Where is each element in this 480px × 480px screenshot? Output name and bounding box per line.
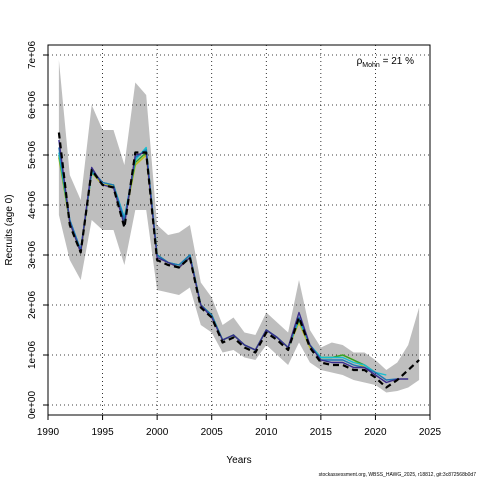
rho-value: = 21 %: [380, 56, 414, 67]
y-axis-title: Recruits (age 0): [4, 194, 15, 265]
y-tick-label: 2e+06: [27, 291, 38, 320]
x-tick-label: 2010: [255, 427, 278, 438]
x-tick-label: 2020: [364, 427, 387, 438]
series-layer: [57, 132, 420, 389]
confidence-band: [58, 60, 420, 393]
y-tick-label: 0e+00: [27, 391, 38, 420]
x-axis-title: Years: [226, 455, 251, 466]
series-line-2: [58, 139, 409, 384]
y-tick-label: 1e+06: [27, 341, 38, 370]
confidence-band-layer: [58, 60, 420, 393]
x-tick-label: 2000: [146, 427, 169, 438]
rho-symbol: ρ: [357, 56, 363, 67]
y-tick-label: 7e+06: [27, 41, 38, 70]
series-line-1: [57, 132, 420, 389]
y-tick-label: 6e+06: [27, 91, 38, 120]
x-tick-label: 1995: [91, 427, 114, 438]
x-tick-label: 2025: [419, 427, 442, 438]
mohn-rho-annotation: ρMohn = 21 %: [357, 56, 415, 69]
source-footer: stockassessment.org, WBSS_HAWG_2025, r18…: [318, 472, 476, 478]
x-axis-ticks: 1990 1995 2000 2005 2010 2015 2020 2025: [37, 415, 442, 438]
rho-subscript: Mohn: [362, 62, 380, 69]
y-tick-label: 5e+06: [27, 141, 38, 170]
plot-frame: [47, 44, 431, 416]
y-tick-label: 3e+06: [27, 241, 38, 270]
x-tick-label: 2005: [201, 427, 224, 438]
x-tick-label: 1990: [37, 427, 60, 438]
y-axis-ticks: 0e+00 1e+06 2e+06 3e+06 4e+06 5e+06 6e+06 7e+06: [27, 41, 48, 420]
y-tick-label: 4e+06: [27, 191, 38, 220]
x-tick-label: 2015: [310, 427, 333, 438]
